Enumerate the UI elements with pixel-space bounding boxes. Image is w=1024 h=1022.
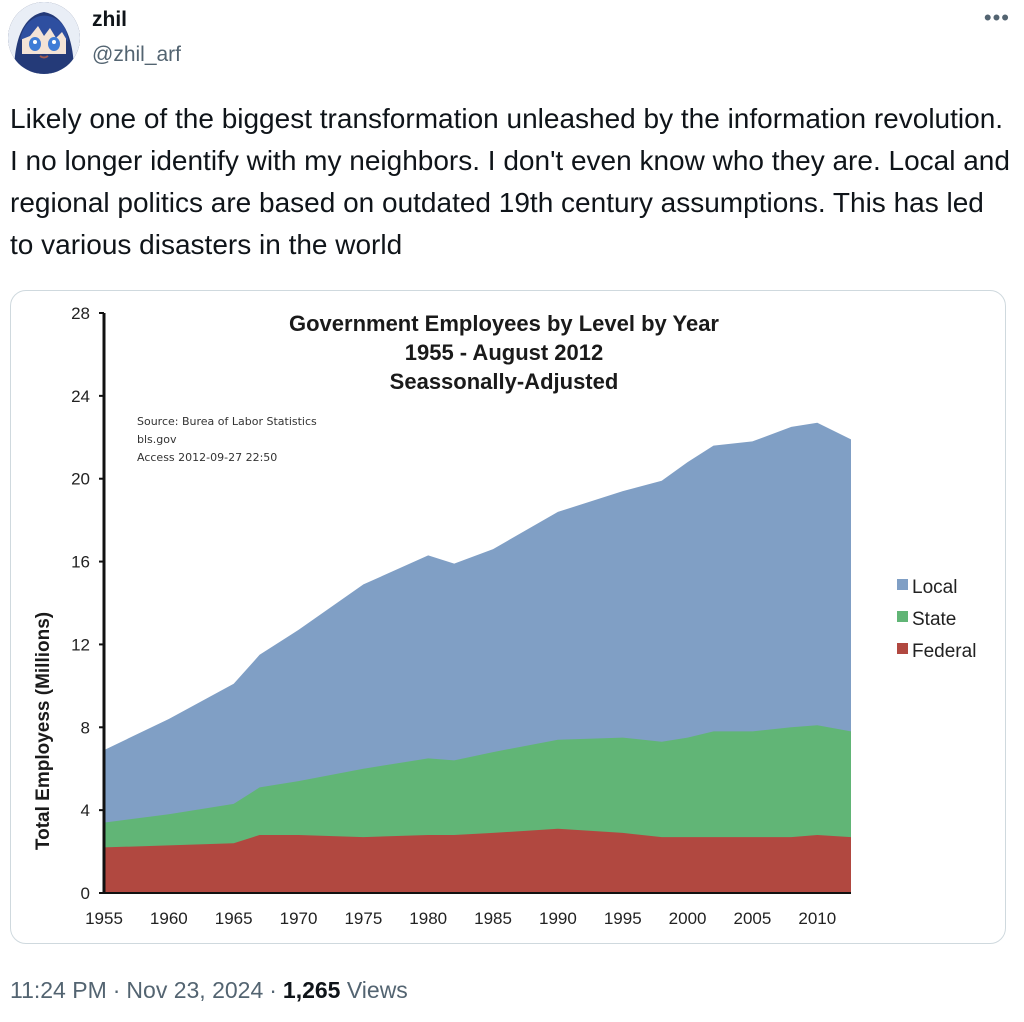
meta-separator: ·: [112, 977, 121, 1003]
chart-title-line-3: Seassonally-Adjusted: [390, 369, 619, 394]
post-media-chart[interactable]: 0 4 8 12 16 20 24 28 1955 1960 1965 1970 1975 1980 198…: [10, 290, 1006, 944]
legend-local-label: Local: [912, 577, 957, 598]
x-tick-label: 1980: [409, 909, 447, 928]
avatar-image: [8, 2, 80, 74]
chart-title-line-2: 1955 - August 2012: [405, 340, 604, 365]
x-tick-label: 2005: [734, 909, 772, 928]
x-tick-label: 1995: [604, 909, 642, 928]
legend-local-swatch: [897, 579, 908, 590]
chart-source-line-1: Source: Burea of Labor Statistics: [137, 415, 317, 428]
y-tick-label: 16: [71, 553, 90, 572]
x-tick-label: 1960: [150, 909, 188, 928]
legend-federal-swatch: [897, 643, 908, 654]
x-tick-label: 1970: [280, 909, 318, 928]
more-horizontal-icon[interactable]: •••: [983, 5, 1010, 30]
legend-state-swatch: [897, 611, 908, 622]
x-tick-label: 1965: [215, 909, 253, 928]
legend-state-label: State: [912, 609, 956, 630]
y-tick-label: 20: [71, 470, 90, 489]
chart-y-axis-label: Total Employess (Millions): [33, 612, 54, 850]
chart-svg: 0 4 8 12 16 20 24 28 1955 1960 1965 1970 1975 1980 198…: [33, 304, 976, 928]
chart-source-line-2: bls.gov: [137, 433, 177, 446]
x-tick-label: 2010: [798, 909, 836, 928]
views-count: 1,265: [282, 977, 341, 1003]
post-header: zhil @zhil_arf •••: [8, 2, 1016, 76]
x-tick-label: 1985: [474, 909, 512, 928]
post-time[interactable]: 11:24 PM: [10, 977, 107, 1003]
post-date[interactable]: Nov 23, 2024: [126, 977, 264, 1003]
y-tick-label: 4: [81, 801, 90, 820]
x-tick-label: 1955: [85, 909, 123, 928]
author-handle[interactable]: @zhil_arf: [92, 43, 182, 66]
chart-source-line-3: Access 2012-09-27 22:50: [137, 451, 277, 464]
chart-title-line-1: Government Employees by Level by Year: [289, 311, 719, 336]
x-tick-label: 1975: [344, 909, 382, 928]
y-tick-label: 8: [81, 718, 90, 737]
avatar[interactable]: [8, 2, 80, 74]
y-tick-label: 28: [71, 304, 90, 323]
views-label: Views: [346, 977, 408, 1003]
x-tick-label: 1990: [539, 909, 577, 928]
y-tick-label: 12: [71, 635, 90, 654]
legend-federal-label: Federal: [912, 641, 976, 662]
author-display-name[interactable]: zhil: [92, 8, 127, 31]
area-federal: [104, 828, 851, 893]
x-tick-label: 2000: [669, 909, 707, 928]
y-tick-label: 0: [81, 884, 90, 903]
post-text: Likely one of the biggest transformation…: [10, 103, 1010, 260]
post-meta: 11:24 PM · Nov 23, 2024 · 1,265 Views: [10, 977, 408, 1004]
y-tick-label: 24: [71, 387, 90, 406]
meta-separator: ·: [269, 977, 277, 1003]
